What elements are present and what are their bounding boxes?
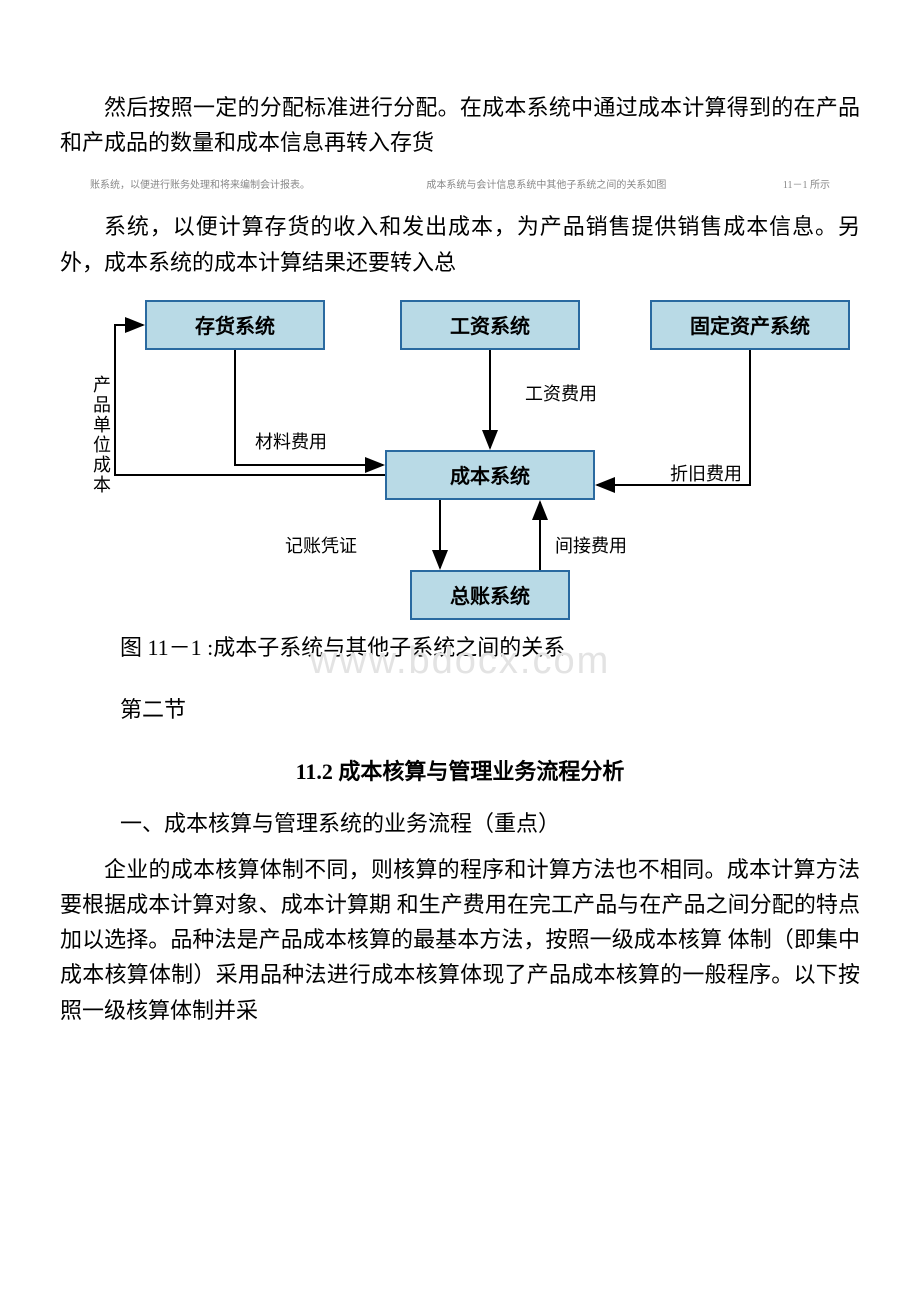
heading-11-2: 11.2 成本核算与管理业务流程分析 <box>60 754 860 786</box>
tiny-right: 11－1 所示 <box>783 176 830 191</box>
tiny-text-row: 账系统，以便进行账务处理和将来编制会计报表。 成本系统与会计信息系统中其他子系统… <box>60 176 860 191</box>
paragraph-2: 系统，以便计算存货的收入和发出成本，为产品销售提供销售成本信息。另外，成本系统的… <box>60 209 860 279</box>
cost-system-diagram: 存货系统 工资系统 固定资产系统 成本系统 总账系统 材料费用 工资费用 折旧费… <box>60 300 860 620</box>
subheading-1: 一、成本核算与管理系统的业务流程（重点） <box>120 806 860 838</box>
tiny-mid: 成本系统与会计信息系统中其他子系统之间的关系如图 <box>426 176 666 191</box>
edge-label-material: 材料费用 <box>255 428 327 454</box>
edge-label-indirect: 间接费用 <box>555 532 627 558</box>
paragraph-3: 企业的成本核算体制不同，则核算的程序和计算方法也不相同。成本计算方法要根据成本计… <box>60 852 860 1028</box>
edge-label-unit-cost: 产品单位成本 <box>88 375 114 495</box>
tiny-left: 账系统，以便进行账务处理和将来编制会计报表。 <box>90 176 310 191</box>
node-fixed-asset: 固定资产系统 <box>650 300 850 350</box>
node-inventory: 存货系统 <box>145 300 325 350</box>
edge-label-wage: 工资费用 <box>525 380 597 406</box>
node-gl: 总账系统 <box>410 570 570 620</box>
node-cost: 成本系统 <box>385 450 595 500</box>
edge-label-voucher: 记账凭证 <box>285 532 357 558</box>
figure-caption: 图 11－1 :成本子系统与其他子系统之间的关系 <box>120 630 860 662</box>
section-2-label: 第二节 <box>120 692 860 724</box>
paragraph-1: 然后按照一定的分配标准进行分配。在成本系统中通过成本计算得到的在产品和产成品的数… <box>60 90 860 160</box>
node-payroll: 工资系统 <box>400 300 580 350</box>
edge-label-depreciation: 折旧费用 <box>670 460 742 486</box>
